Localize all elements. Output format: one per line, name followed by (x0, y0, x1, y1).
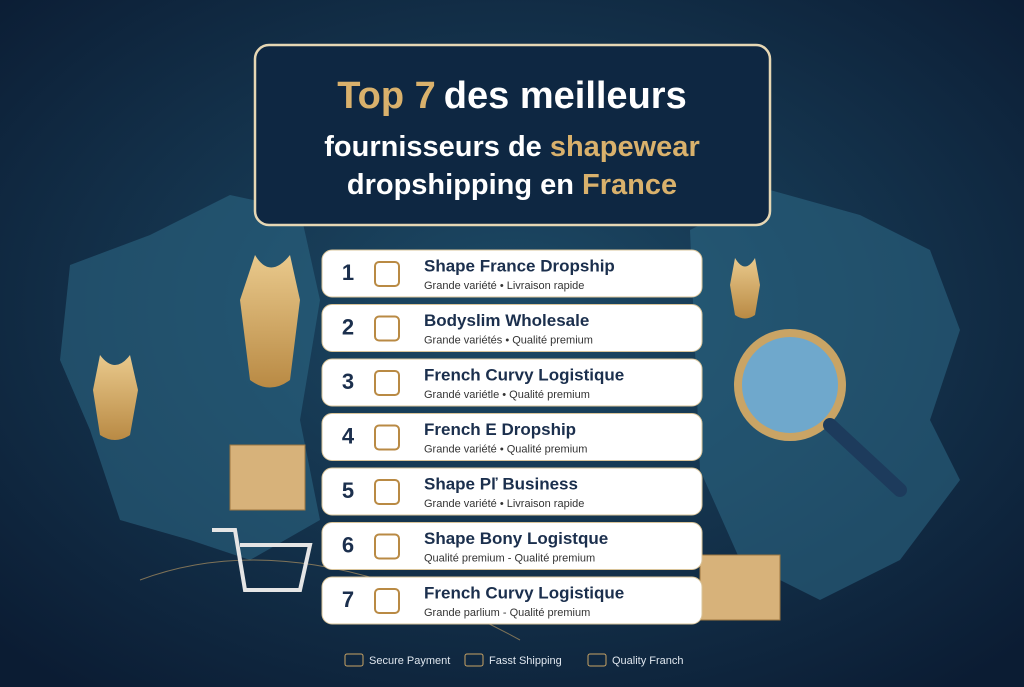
title-line: dropshipping en France (347, 169, 677, 201)
rank: 7 (342, 587, 354, 612)
rank: 3 (342, 369, 354, 394)
supplier-name: French Curvy Logistique (424, 365, 624, 384)
row-icon (374, 479, 400, 505)
title-segment: Top 7 (337, 75, 436, 117)
supplier-details: Grande variétés • Qualité premium (424, 334, 593, 346)
supplier-row: 7 French Curvy Logistique Grande parlium -… (321, 576, 703, 625)
footer-icon (587, 653, 607, 667)
supplier-row: 3 French Curvy Logistique Grandé variétle … (321, 358, 703, 407)
supplier-name: Bodyslim Wholesale (424, 311, 589, 330)
magnifier-icon (734, 329, 846, 441)
footer-badge: Secure Payment (369, 655, 450, 667)
footer-icon (344, 653, 364, 667)
box-icon (699, 554, 781, 621)
title-segment: shapewear (550, 131, 700, 163)
supplier-details: Grande variété • Qualité premium (424, 443, 587, 455)
row-card (321, 576, 703, 625)
row-card (321, 358, 703, 407)
supplier-row: 2 Bodyslim Wholesale Grande variétés • Qua… (321, 304, 703, 352)
supplier-row: 6 Shape Bony Logistque Qualité premium - Q… (321, 522, 703, 570)
rank: 1 (342, 260, 354, 285)
row-icon (374, 533, 400, 560)
supplier-details: Qualité premium - Qualité premium (424, 552, 595, 564)
footer: Secure Payment Fasst Shipping Quality Fran… (344, 653, 684, 667)
row-card (321, 249, 703, 298)
row-card (321, 522, 703, 570)
footer-badge: Fasst Shipping (489, 655, 562, 667)
title-segment: France (582, 169, 677, 201)
title-segment: des meilleurs (444, 75, 687, 117)
supplier-list: 1 Shape France Dropship Grande variété • L… (321, 249, 703, 625)
supplier-details: Grande variété • Livraison rapide (424, 498, 584, 510)
title-segment: fournisseurs de (324, 131, 542, 163)
title-line: Top 7 des meilleurs (337, 75, 686, 117)
row-icon (374, 370, 400, 396)
bodysuit-icon (93, 355, 138, 440)
row-icon (374, 424, 400, 451)
supplier-name: Shape Pľ Business (424, 474, 578, 493)
supplier-row: 1 Shape France Dropship Grande variété • L… (321, 249, 703, 298)
title-line: fournisseurs de shapewear (324, 131, 699, 163)
rank: 5 (342, 478, 354, 503)
supplier-row: 5 Shape Pľ Business Grande variété • Livra… (321, 467, 703, 516)
row-card (321, 304, 703, 352)
title-box (253, 43, 772, 227)
box-icon (229, 444, 306, 511)
rank: 4 (342, 423, 355, 448)
row-icon (374, 315, 400, 342)
supplier-name: Shape France Dropship (424, 256, 615, 275)
supplier-row: 4 French E Dropship Grande variété • Quali… (321, 413, 703, 461)
supplier-name: Shape Bony Logistque (424, 529, 608, 548)
bodysuit-icon (240, 255, 300, 388)
row-icon (374, 261, 400, 287)
rank: 6 (342, 532, 354, 557)
rank: 2 (342, 314, 354, 339)
supplier-details: Grande variété • Livraison rapide (424, 280, 584, 292)
cart-icon (212, 528, 313, 592)
magnifier-handle (823, 418, 907, 497)
row-card (321, 413, 703, 461)
bodysuit-icon (730, 258, 760, 319)
row-icon (374, 588, 400, 614)
supplier-name: French E Dropship (424, 420, 576, 439)
title-segment: dropshipping en (347, 169, 574, 201)
title: Top 7 des meilleurs fournisseurs de shapewe… (324, 75, 699, 201)
footer-icon (464, 653, 484, 667)
supplier-details: Grandé variétle • Qualité premium (424, 389, 590, 401)
footer-badge: Quality Franch (612, 655, 684, 667)
supplier-details: Grande parlium - Qualité premium (424, 607, 590, 619)
row-card (321, 467, 703, 516)
supplier-name: French Curvy Logistique (424, 583, 624, 602)
